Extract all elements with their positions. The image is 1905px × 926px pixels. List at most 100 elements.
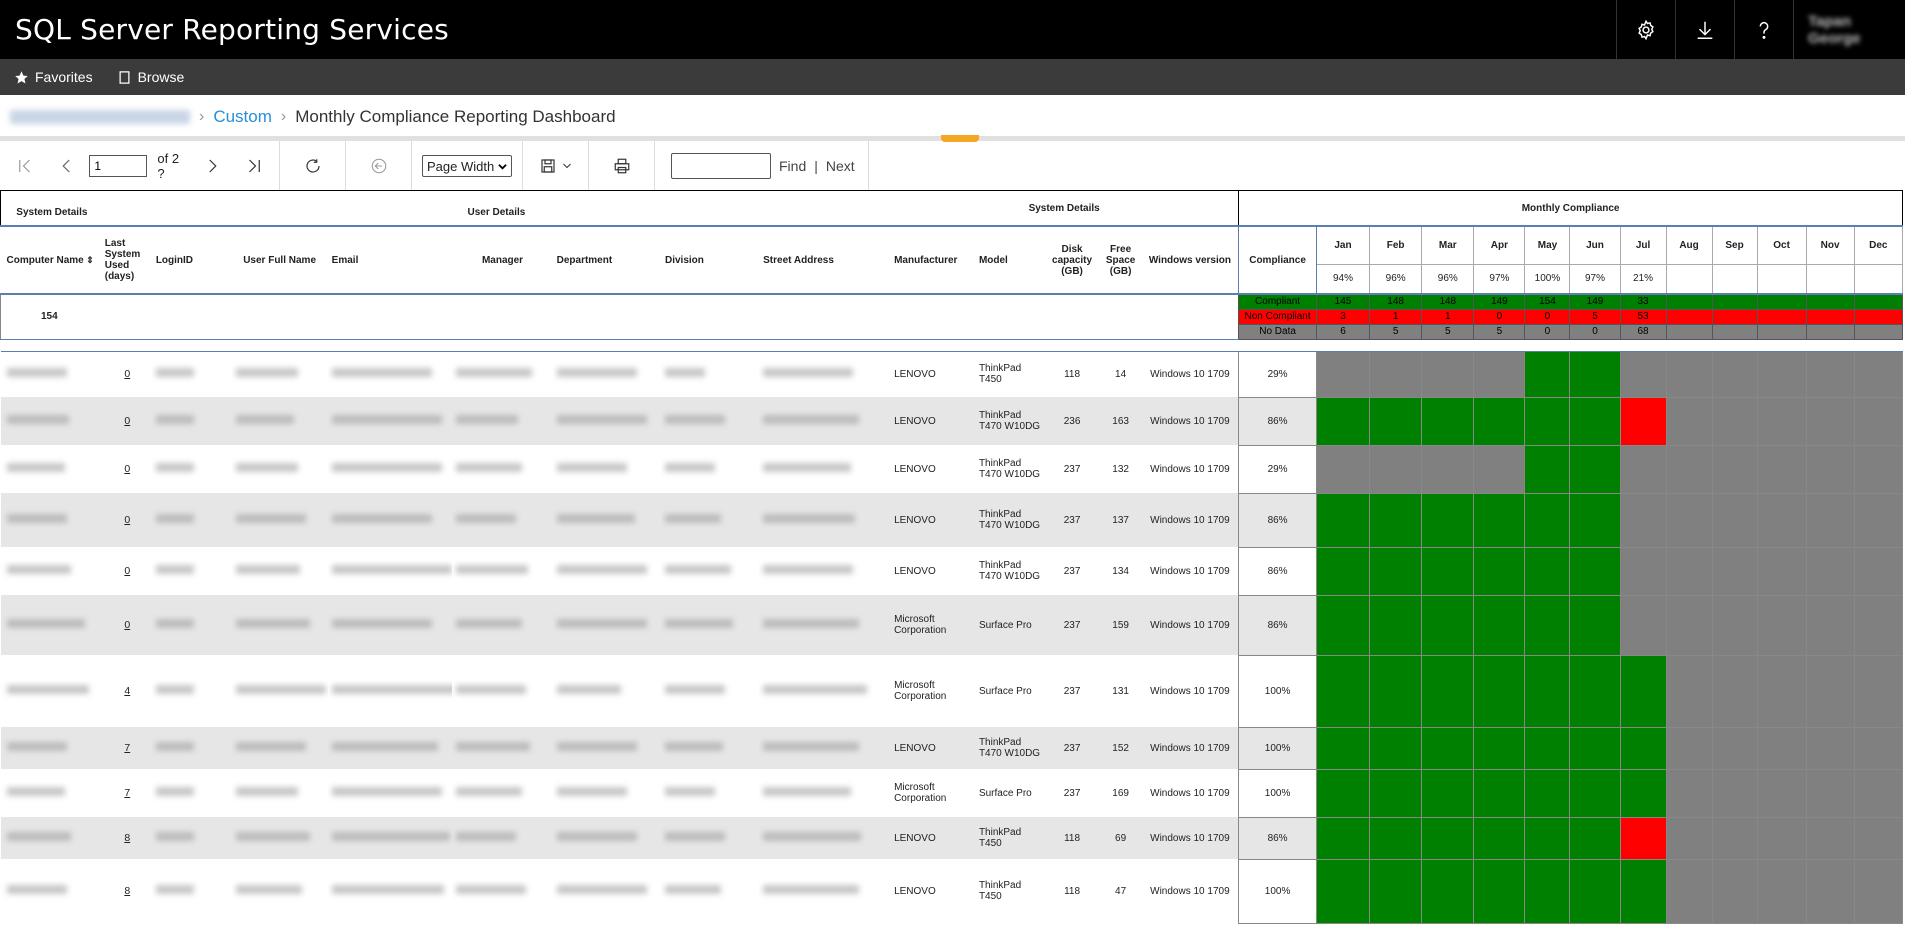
header-computer-name[interactable]: Computer Name ⇕ (0, 225, 103, 295)
month-status-jan (1315, 492, 1371, 548)
redacted-value (331, 368, 432, 378)
month-status-jul (1619, 768, 1667, 818)
last-page-button[interactable] (239, 150, 269, 182)
last-used-days[interactable]: 0 (124, 565, 131, 577)
redacted-value (235, 685, 326, 694)
computer-name[interactable] (1, 817, 103, 859)
redacted-value (664, 368, 705, 378)
computer-name[interactable] (1, 769, 103, 817)
favorites-label: Favorites (35, 69, 93, 85)
computer-name[interactable] (1, 351, 103, 397)
favorites-link[interactable]: Favorites (14, 69, 93, 85)
last-used-days[interactable]: 0 (124, 415, 131, 427)
refresh-button[interactable] (297, 150, 329, 182)
export-button[interactable] (534, 150, 578, 182)
computer-name[interactable] (1, 493, 103, 547)
last-used-days[interactable]: 0 (124, 514, 131, 526)
breadcrumb-separator: › (280, 108, 287, 125)
browse-link[interactable]: Browse (117, 69, 184, 85)
settings-button[interactable] (1616, 0, 1675, 59)
summary-row-nodata: No Data 6 5 5 5 0 0 68 (1, 323, 1904, 340)
month-status-dec (1853, 768, 1904, 818)
redacted-value (235, 885, 302, 894)
back-to-parent-button[interactable] (363, 150, 395, 182)
header-month-oct: Oct (1756, 225, 1807, 265)
sort-icon[interactable]: ⇕ (83, 254, 94, 265)
previous-page-button[interactable] (52, 150, 82, 182)
print-button[interactable] (606, 150, 638, 182)
month-status-aug (1665, 768, 1713, 818)
compliance-percent: 29% (1238, 350, 1317, 398)
last-used-days[interactable]: 0 (124, 463, 131, 475)
user-menu[interactable]: Tapan George (1793, 0, 1905, 59)
month-status-oct (1756, 492, 1807, 548)
month-status-may (1524, 492, 1571, 548)
month-status-sep (1711, 492, 1758, 548)
collapse-toolbar-handle[interactable] (941, 135, 979, 142)
last-used-days[interactable]: 0 (124, 619, 131, 631)
help-button[interactable] (1734, 0, 1793, 59)
find-input[interactable] (671, 153, 771, 179)
zoom-select[interactable]: Page Width (422, 155, 512, 177)
page-number-input[interactable] (89, 155, 148, 177)
next-page-button[interactable] (198, 150, 228, 182)
redacted-value (664, 885, 721, 894)
computer-name[interactable] (1, 397, 103, 445)
free-space: 152 (1112, 742, 1129, 754)
last-used-days[interactable]: 0 (124, 368, 131, 381)
street-address (759, 445, 890, 493)
user-full-name (232, 727, 328, 769)
last-used-days[interactable]: 7 (124, 742, 131, 754)
model: ThinkPad T470 W10DG (978, 737, 1041, 759)
question-icon (1759, 21, 1769, 39)
summary-spacer (0, 339, 1903, 352)
redacted-value (331, 619, 432, 628)
login-id (152, 655, 232, 727)
breadcrumb-custom-link[interactable]: Custom (213, 107, 272, 126)
last-used-days[interactable]: 8 (124, 885, 131, 897)
breadcrumb-root-redacted[interactable] (10, 110, 190, 124)
gear-icon (1638, 19, 1654, 40)
computer-name[interactable] (1, 445, 103, 493)
redacted-value (235, 619, 310, 628)
division (661, 547, 759, 595)
month-status-mar (1421, 858, 1475, 924)
find-button[interactable]: Find (779, 158, 807, 174)
computer-name[interactable] (1, 859, 103, 923)
chevron-left-icon (61, 159, 70, 173)
month-status-feb (1369, 858, 1423, 924)
last-used-days[interactable]: 7 (124, 787, 131, 799)
computer-name-label: Computer Name (6, 254, 84, 266)
computer-name[interactable] (1, 595, 103, 655)
month-status-feb (1369, 492, 1423, 548)
month-status-oct (1756, 768, 1807, 818)
header-month-feb: Feb (1369, 225, 1423, 265)
find-next-button[interactable]: Next (825, 158, 855, 174)
month-status-jun (1569, 444, 1621, 494)
download-button[interactable] (1675, 0, 1734, 59)
month-status-apr (1473, 726, 1526, 770)
summary-nodata-feb: 5 (1369, 323, 1423, 340)
table-row: 0 LENOVO ThinkPad T470 W10DG 237 134 Windows … (0, 546, 1904, 596)
windows-version: Windows 10 1709 (1150, 463, 1230, 475)
email (328, 351, 453, 397)
first-page-button[interactable] (10, 150, 40, 182)
computer-name[interactable] (1, 727, 103, 769)
computer-name[interactable] (1, 547, 103, 595)
redacted-value (456, 685, 527, 694)
redacted-value (456, 885, 527, 894)
last-used-days[interactable]: 4 (124, 685, 131, 697)
header-division: Division (660, 225, 760, 295)
login-id (152, 595, 232, 655)
month-status-jul (1619, 396, 1667, 446)
model: ThinkPad T470 W10DG (978, 509, 1041, 531)
redacted-value (6, 742, 67, 751)
redacted-value (331, 885, 444, 894)
disk-capacity: 237 (1063, 787, 1081, 799)
redacted-value (155, 787, 194, 796)
summary-nodata-aug (1665, 323, 1713, 340)
computer-name[interactable] (1, 655, 103, 727)
legend-nodata: No Data (1238, 323, 1317, 340)
last-used-days[interactable]: 8 (124, 832, 131, 844)
redacted-value (235, 463, 298, 472)
